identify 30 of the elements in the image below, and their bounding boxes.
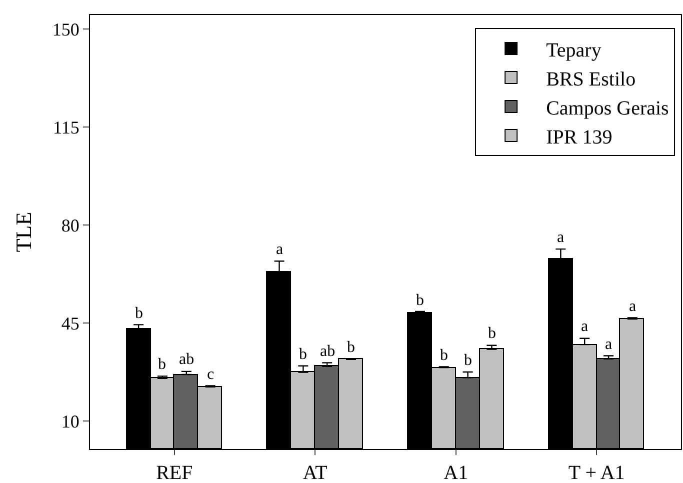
data-label: ab (320, 343, 336, 360)
legend-label: Campos Gerais (546, 97, 670, 120)
data-label: b (135, 305, 143, 322)
legend-label: IPR 139 (546, 126, 612, 148)
data-label: b (440, 347, 448, 364)
data-label: a (581, 318, 588, 335)
data-label: ab (179, 351, 194, 368)
y-tick-label: 10 (61, 411, 80, 432)
data-label: c (207, 366, 214, 383)
data-label: b (158, 356, 166, 373)
data-label: a (629, 298, 636, 315)
data-label: a (276, 241, 284, 258)
data-label: b (347, 339, 355, 356)
y-tick-label: 150 (52, 19, 80, 40)
data-label: b (299, 346, 307, 363)
x-tick-label: T + A1 (568, 462, 625, 483)
legend-label: Tepary (546, 39, 602, 62)
legend-label: BRS Estilo (546, 68, 636, 90)
x-tick-label: REF (156, 462, 193, 483)
data-label: b (464, 352, 472, 369)
y-tick-label: 115 (53, 117, 80, 138)
y-tick-label: 45 (61, 313, 80, 334)
data-label: a (605, 336, 612, 353)
data-label: a (557, 229, 564, 246)
y-axis-title: TLE (11, 212, 36, 252)
data-label: b (416, 292, 424, 309)
y-tick-label: 80 (61, 215, 80, 236)
x-tick-label: A1 (444, 462, 468, 483)
data-label: b (488, 325, 496, 342)
x-tick-label: AT (302, 462, 328, 483)
